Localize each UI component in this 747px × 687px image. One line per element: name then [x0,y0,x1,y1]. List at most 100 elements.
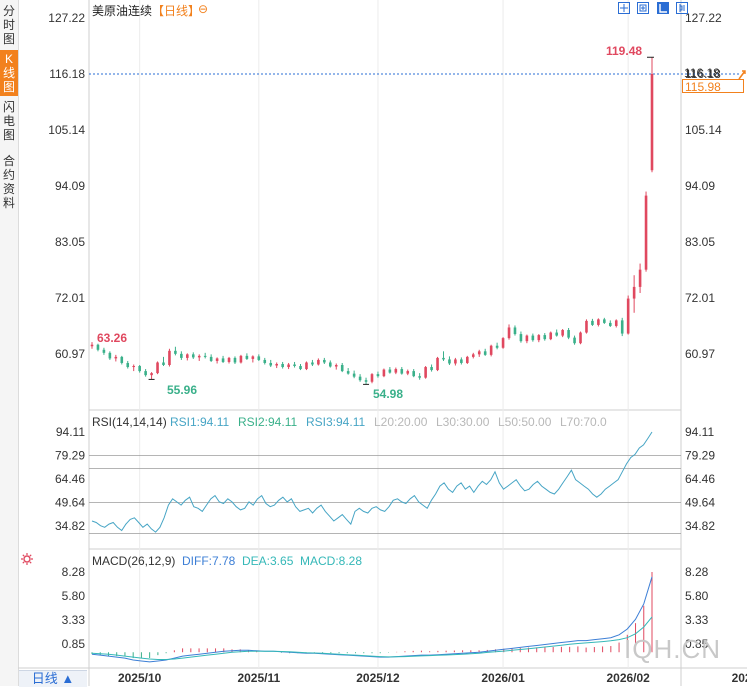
candle-body [281,363,284,368]
candle-body [102,349,106,353]
macd-diff-line [91,576,653,663]
start-price-label: 63.26 [97,331,128,345]
candle-body [209,356,213,361]
candle-body [132,366,136,368]
tab-kline[interactable]: K线图 [0,50,18,96]
y-tick-label-left: 105.14 [48,123,85,137]
macd-y-tick-right: 0.85 [685,637,709,651]
collapse-toggle-icon[interactable]: ⊖ [198,2,209,16]
candle-body [311,362,314,365]
candle-body [191,354,195,358]
candle-body [245,355,249,359]
tab-intraday[interactable]: 分时图 [2,4,15,46]
period-tag: 【日线】 [152,4,201,18]
y-tick-label-left: 60.97 [55,347,85,361]
candle-body [239,355,243,363]
candle-body [299,366,302,370]
low-price-label-2: 54.98 [373,387,404,401]
candle-body [513,327,517,335]
candle-body [477,351,481,355]
candle-body [227,357,231,362]
candle-body [400,369,404,374]
candle-body [126,362,130,368]
macd-dea-value: DEA:3.65 [242,554,294,568]
rsi-title: RSI(14,14,14) [92,415,167,429]
tab-contract-info[interactable]: 合约资料 [2,154,15,210]
macd-y-tick-left: 5.80 [62,589,86,603]
candle-body [186,354,189,358]
high-price-label: 119.48 [606,44,643,58]
candle-body [418,376,421,378]
settings-gear-icon[interactable] [20,552,34,566]
rsi-y-tick-left: 49.64 [55,496,85,510]
y-tick-label-right: 60.97 [685,347,715,361]
candle-body [430,367,433,371]
candle-body [90,344,94,347]
rsi-y-tick-right: 79.29 [685,448,715,462]
candle-body [215,358,219,361]
rsi2-value: RSI2:94.11 [238,415,298,429]
period-select-button[interactable]: 日线 ▲ [19,670,87,687]
rsi-y-tick-left: 79.29 [55,448,85,462]
candle-body [519,334,523,342]
candle-body [614,320,618,326]
candle-body [412,371,416,377]
candle-body [608,322,612,326]
candle-body [579,332,582,344]
candle-body [483,351,487,355]
macd-hist-value: MACD:8.28 [300,554,363,568]
candle-body [293,364,296,367]
candle-body [525,335,529,342]
candle-body [352,373,356,377]
rsi-y-tick-right: 34.82 [685,519,715,533]
rsi-y-tick-right: 64.46 [685,472,715,486]
candle-body [269,362,273,366]
rsi-y-tick-left: 94.11 [56,425,85,439]
candle-body [448,359,451,364]
candle-body [638,269,642,287]
candle-body [358,376,362,381]
candle-chart-icon[interactable] [676,2,689,14]
x-tick-label: 2026/02 [606,671,650,685]
candle-body [287,364,290,368]
candle-body [406,371,410,374]
candle-body [573,337,576,344]
rsi-y-tick-left: 34.82 [55,519,85,533]
candle-body [591,320,594,325]
candle-body [561,330,564,336]
candle-body [471,354,475,357]
x-tick-label: 2025/10 [118,671,162,685]
candle-body [501,338,505,348]
candle-body [221,358,225,362]
candle-body [275,363,278,366]
zoom-in-icon[interactable] [637,2,650,14]
candle-body [382,369,386,377]
x-tick-label: 2025/12 [356,671,400,685]
candle-body [394,369,398,373]
crosshair-icon[interactable] [618,2,630,14]
y-tick-label-left: 72.01 [55,291,85,305]
candle-body [507,327,511,339]
candle-body [340,365,344,372]
candle-body [585,320,588,333]
line-chart-icon[interactable] [656,2,669,14]
x-tick-label: 2025/11 [237,671,280,685]
tab-tick[interactable]: 闪电图 [2,100,15,142]
rsi3-value: RSI3:94.11 [306,415,366,429]
candle-body [138,366,141,372]
candle-body [597,319,600,325]
candle-body [376,374,380,377]
candle-body [549,332,553,340]
symbol-title: 美原油连续 [92,4,153,18]
rsi-l20: L20:20.00 [374,415,428,429]
candle-body [168,350,171,366]
price-marker-icon [738,67,746,80]
y-tick-label-left: 116.18 [49,67,85,81]
candle-body [162,362,165,366]
candle-body [150,373,153,376]
candle-body [108,352,112,359]
candle-body [156,362,159,374]
candle-body [466,356,469,363]
candle-body [346,371,350,374]
